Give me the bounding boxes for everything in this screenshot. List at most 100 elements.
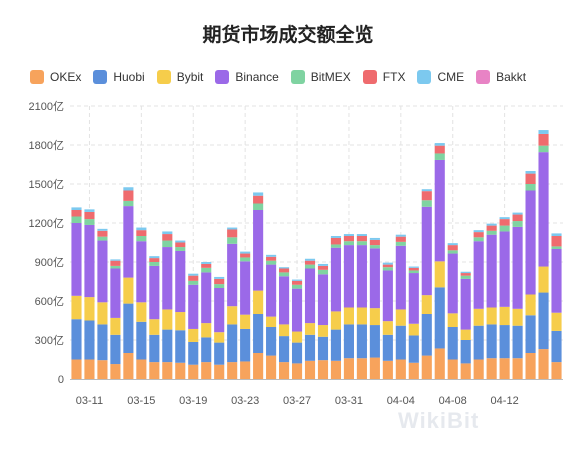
bar-segment-okex [538, 349, 549, 379]
bar-segment-okex [304, 360, 316, 379]
legend-label: Huobi [113, 70, 145, 84]
bar-segment-ftx [551, 236, 562, 247]
bar-segment-ftx [201, 263, 212, 268]
bar-segment-bitmex [201, 267, 212, 273]
x-tick-label: 03-11 [76, 395, 103, 407]
bar-segment-bitmex [84, 219, 95, 225]
bar-segment-bitmex [473, 237, 484, 242]
legend-item-bybit[interactable]: Bybit [156, 70, 203, 84]
bar-segment-huobi [421, 314, 432, 356]
bar-segment-binance [395, 245, 406, 310]
legend-label: Binance [235, 70, 279, 84]
bar-segment-binance [279, 276, 290, 325]
bar-segment-binance [369, 248, 380, 309]
bar-segment-okex [421, 355, 432, 379]
bar-segment-bybit [382, 321, 393, 335]
x-tick-label: 04-04 [387, 395, 415, 407]
bar-segment-binance [136, 241, 147, 303]
y-tick-label: 300亿 [35, 334, 64, 347]
legend-item-huobi[interactable]: Huobi [93, 70, 145, 84]
bar-segment-cme [110, 259, 121, 261]
bar-segment-bitmex [447, 250, 458, 254]
bar-segment-huobi [447, 327, 458, 360]
legend-swatch [156, 70, 171, 84]
bar-segment-binance [434, 159, 445, 262]
legend-label: FTX [382, 70, 406, 84]
bar-segment-bybit [97, 302, 108, 325]
bar-segment-bybit [123, 277, 134, 304]
bar-segment-binance [512, 226, 523, 309]
bar-segment-ftx [304, 260, 316, 265]
legend-item-cme[interactable]: CME [417, 70, 464, 84]
legend-item-binance[interactable]: Binance [215, 70, 279, 84]
bar-segment-huobi [473, 325, 484, 360]
bar-segment-okex [382, 360, 393, 379]
bar-segment-ftx [525, 173, 536, 184]
bar-segment-huobi [304, 334, 316, 361]
legend-item-ftx[interactable]: FTX [362, 70, 406, 84]
bar-segment-bitmex [188, 280, 199, 285]
bar-segment-bybit [395, 309, 406, 326]
bar-segment-binance [71, 223, 82, 296]
bar-segment-ftx [253, 195, 264, 204]
bar-segment-bybit [279, 324, 290, 337]
legend-item-okex[interactable]: OKEx [30, 70, 81, 84]
bar-segment-ftx [408, 267, 419, 271]
bar-segment-ftx [330, 237, 342, 245]
bar-segment-okex [84, 359, 95, 379]
bar-segment-ftx [214, 278, 225, 285]
bar-segment-bitmex [162, 240, 173, 248]
bar-segment-huobi [188, 341, 199, 365]
bar-segment-binance [266, 264, 277, 317]
bar-segment-binance [499, 231, 510, 307]
bar-segment-binance [240, 261, 251, 315]
bar-segment-bybit [408, 323, 419, 336]
bar-segment-binance [317, 274, 329, 326]
bar-segment-huobi [227, 324, 238, 363]
bar-segment-binance [486, 234, 497, 308]
bar-segment-huobi [330, 329, 342, 361]
bar-segment-huobi [110, 334, 121, 365]
legend-swatch [215, 70, 230, 84]
bar-segment-ftx [266, 256, 277, 261]
bar-segment-ftx [369, 239, 380, 246]
x-tick-label: 03-23 [231, 395, 259, 407]
bar-segment-binance [214, 288, 225, 333]
bar-segment-bybit [240, 314, 251, 329]
bar-segment-ftx [421, 191, 432, 201]
bar-segment-binance [253, 210, 264, 291]
bar-segment-bitmex [382, 267, 393, 271]
bar-segment-bitmex [175, 247, 186, 251]
bar-segment-binance [421, 206, 432, 296]
legend-item-bakkt[interactable]: Bakkt [476, 70, 526, 84]
bar-segment-cme [551, 233, 562, 236]
bar-segment-cme [538, 130, 549, 134]
bar-segment-okex [291, 363, 303, 379]
bar-segment-okex [499, 358, 510, 379]
bar-segment-cme [291, 279, 303, 281]
bar-segment-bitmex [434, 153, 445, 160]
bar-segment-binance [330, 247, 342, 312]
bar-segment-binance [201, 272, 212, 324]
legend-label: BitMEX [310, 70, 351, 84]
bar-segment-cme [421, 189, 432, 192]
bar-segment-bitmex [149, 262, 160, 266]
bar-segment-bitmex [266, 260, 277, 265]
bar-segment-bitmex [214, 284, 225, 288]
bar-segment-okex [317, 360, 329, 379]
legend-swatch [30, 70, 44, 84]
bar-segment-ftx [447, 245, 458, 251]
y-tick-label: 2100亿 [29, 100, 64, 113]
bar-segment-bybit [71, 295, 82, 320]
bar-segment-huobi [395, 325, 406, 360]
bar-segment-huobi [356, 324, 367, 359]
bar-segment-cme [382, 262, 393, 265]
y-tick-label: 600亿 [35, 295, 64, 308]
bar-segment-huobi [214, 342, 225, 365]
legend-item-bitmex[interactable]: BitMEX [290, 70, 351, 84]
bar-segment-ftx [356, 236, 367, 242]
bar-segment-ftx [317, 265, 329, 270]
bar-segment-bybit [512, 308, 523, 326]
bar-segment-bybit [162, 309, 173, 330]
bar-segment-bitmex [304, 264, 316, 269]
